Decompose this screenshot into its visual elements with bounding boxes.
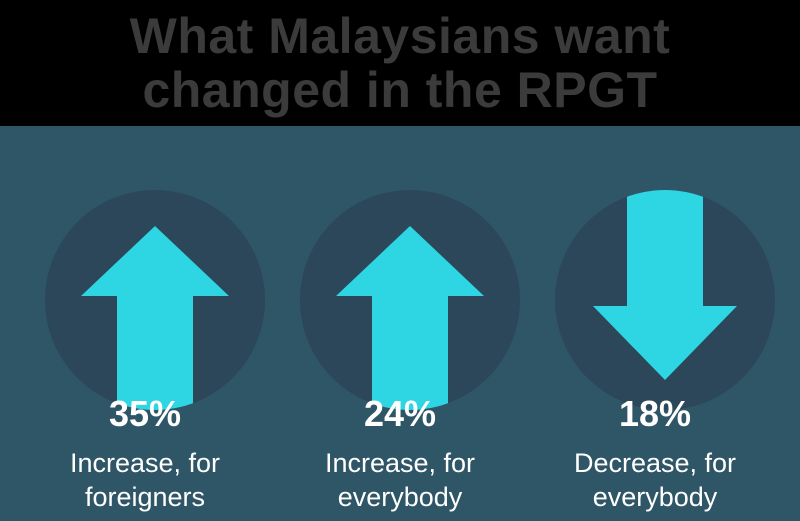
title-line-2: changed in the RPGT [142, 62, 658, 118]
description-line-1: Decrease, for [573, 448, 737, 478]
description-line-2: everybody [337, 482, 463, 512]
header-banner: What Malaysians want changed in the RPGT [0, 0, 800, 126]
percent-value: 35% [108, 393, 182, 434]
stat-panel-increase-foreigners: 35% Increase, for foreigners [12, 126, 278, 521]
description-line-1: Increase, for [69, 448, 221, 478]
stat-panel-increase-everybody: 24% Increase, for everybody [267, 126, 533, 521]
arrow-circle [300, 190, 520, 410]
arrow-up-icon [81, 226, 229, 410]
title-line-1: What Malaysians want [129, 8, 671, 64]
percent-value: 18% [618, 393, 692, 434]
description-line-2: foreigners [84, 482, 206, 512]
arrow-circle [45, 190, 265, 410]
arrow-up-icon [336, 226, 484, 410]
stat-panel-decrease-everybody: 18% Decrease, for everybody [522, 126, 788, 521]
percent-value: 24% [363, 393, 437, 434]
arrow-down-icon [593, 190, 737, 380]
description-line-2: everybody [592, 482, 718, 512]
arrow-circle [555, 190, 775, 410]
description-line-1: Increase, for [324, 448, 476, 478]
